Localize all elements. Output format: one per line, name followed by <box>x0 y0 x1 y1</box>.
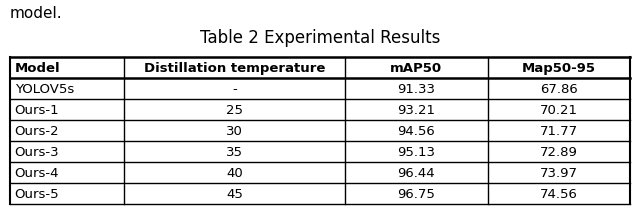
Text: Ours-4: Ours-4 <box>15 166 60 179</box>
Text: 40: 40 <box>227 166 243 179</box>
Text: 70.21: 70.21 <box>540 103 578 116</box>
Text: 72.89: 72.89 <box>540 145 578 158</box>
Text: mAP50: mAP50 <box>390 62 442 75</box>
Text: 45: 45 <box>226 187 243 200</box>
Text: Ours-2: Ours-2 <box>15 124 60 137</box>
Text: 95.13: 95.13 <box>397 145 435 158</box>
Text: 96.75: 96.75 <box>397 187 435 200</box>
Text: Map50-95: Map50-95 <box>522 62 596 75</box>
Text: 94.56: 94.56 <box>397 124 435 137</box>
Text: 93.21: 93.21 <box>397 103 435 116</box>
Text: Ours-1: Ours-1 <box>15 103 60 116</box>
Text: Model: Model <box>15 62 60 75</box>
Text: Ours-3: Ours-3 <box>15 145 60 158</box>
Text: 73.97: 73.97 <box>540 166 578 179</box>
Text: model.: model. <box>10 6 62 21</box>
Text: Table 2 Experimental Results: Table 2 Experimental Results <box>200 29 440 47</box>
Text: YOLOV5s: YOLOV5s <box>15 83 74 96</box>
Text: 30: 30 <box>226 124 243 137</box>
Text: 71.77: 71.77 <box>540 124 578 137</box>
Text: Ours-5: Ours-5 <box>15 187 60 200</box>
Text: 35: 35 <box>226 145 243 158</box>
Text: 74.56: 74.56 <box>540 187 578 200</box>
Text: 91.33: 91.33 <box>397 83 435 96</box>
Text: 25: 25 <box>226 103 243 116</box>
Text: 96.44: 96.44 <box>397 166 435 179</box>
Text: Distillation temperature: Distillation temperature <box>144 62 325 75</box>
Text: 67.86: 67.86 <box>540 83 578 96</box>
Text: -: - <box>232 83 237 96</box>
